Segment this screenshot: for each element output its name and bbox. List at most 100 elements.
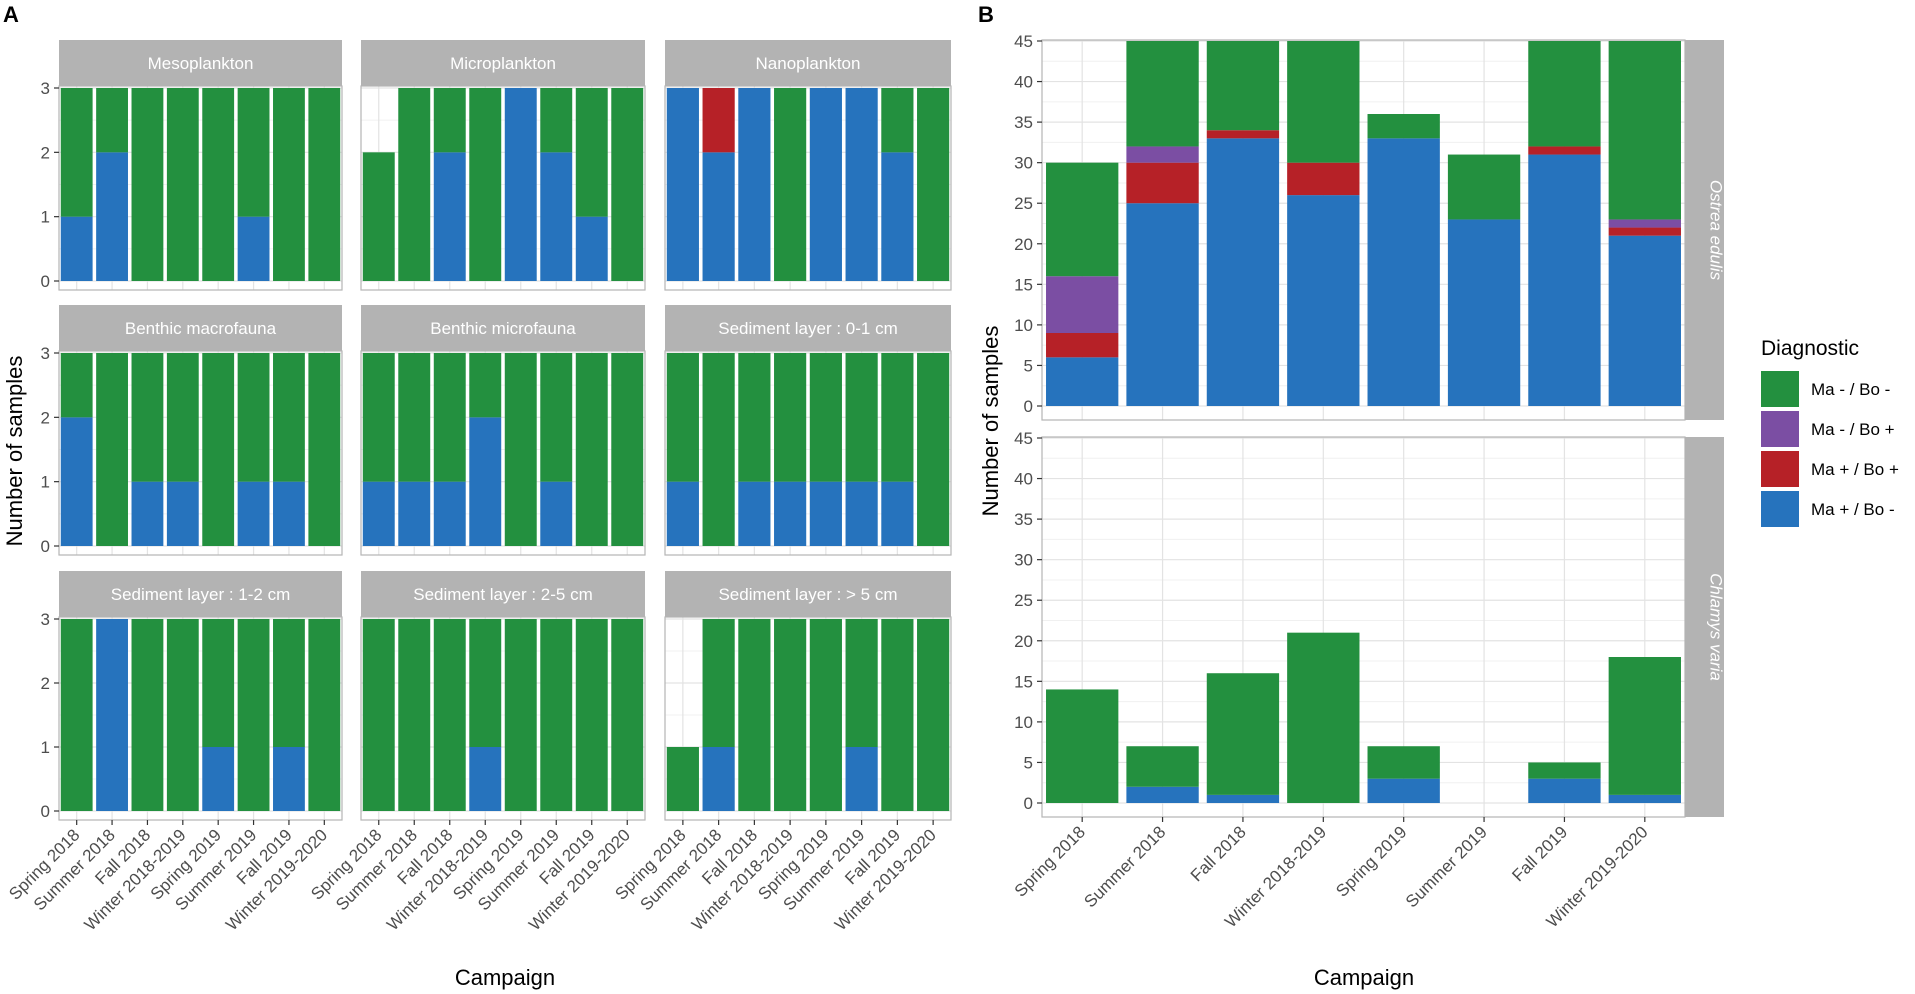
bar-ostrea-edulis-spring-2019-ma-bo [1367, 114, 1440, 139]
bar-sediment-layer-0-1-cm-spring-2018-ma-bo [666, 481, 699, 546]
bar-sediment-layer-5-cm-winter-2018-2019-ma-bo [774, 619, 807, 811]
bar-ostrea-edulis-spring-2019-ma-bo [1367, 138, 1440, 407]
bar-ostrea-edulis-winter-2018-2019-ma-bo [1287, 195, 1360, 406]
bar-microplankton-spring-2018-ma-bo [362, 152, 395, 281]
bar-sediment-layer-0-1-cm-fall-2019-ma-bo [881, 353, 914, 482]
bar-sediment-layer-5-cm-summer-2019-ma-bo [845, 747, 878, 811]
facet-sediment-layer-0-1-cm: Sediment layer : 0-1 cm [664, 305, 952, 556]
bar-ostrea-edulis-summer-2018-ma-bo [1126, 162, 1199, 204]
legend-swatch-ma-pos-bo-pos [1761, 451, 1799, 487]
bar-mesoplankton-spring-2019-ma-bo [202, 88, 235, 281]
bar-sediment-layer-1-2-cm-spring-2018-ma-bo [60, 619, 93, 811]
bar-sediment-layer-1-2-cm-spring-2019-ma-bo [202, 619, 235, 747]
bar-ostrea-edulis-fall-2019-ma-bo [1528, 154, 1601, 406]
legend-label-ma-neg-bo-neg: Ma - / Bo - [1811, 380, 1890, 399]
y-tick-label: 3 [41, 610, 50, 629]
bar-benthic-macrofauna-summer-2018-ma-bo [96, 353, 128, 546]
bar-microplankton-fall-2019-ma-bo [575, 216, 608, 281]
bar-benthic-microfauna-spring-2018-ma-bo [362, 481, 395, 546]
bar-ostrea-edulis-spring-2018-ma-bo [1046, 333, 1119, 358]
bar-sediment-layer-2-5-cm-fall-2018-ma-bo [433, 619, 466, 811]
bar-ostrea-edulis-winter-2019-2020-ma-bo [1608, 219, 1681, 228]
facet-strip-label: Sediment layer : 2-5 cm [413, 585, 593, 604]
x-tick-label: Spring 2019 [1332, 822, 1410, 900]
bar-sediment-layer-5-cm-winter-2019-2020-ma-bo [917, 619, 950, 811]
y-tick-label: 3 [41, 79, 50, 98]
bar-chlamys-varia-spring-2019-ma-bo [1367, 746, 1440, 779]
facet-benthic-microfauna: Benthic microfauna [360, 305, 646, 556]
bar-benthic-microfauna-winter-2018-2019-ma-bo [469, 353, 502, 418]
facet-chlamys-varia: Chlamys varia 0 5 10 15 20 25 30 35 40 45 Spring 20… [1011, 429, 1726, 931]
bar-chlamys-varia-spring-2019-ma-bo [1367, 778, 1440, 803]
y-tick-label: 2 [41, 143, 50, 162]
facet-strip [1685, 40, 1724, 420]
y-tick-label: 40 [1014, 73, 1033, 92]
facet-ostrea-edulis: Ostrea edulis 0 5 10 15 20 25 30 35 40 45 [1014, 32, 1726, 421]
bar-benthic-macrofauna-fall-2018-ma-bo [131, 353, 164, 482]
bar-nanoplankton-spring-2018-ma-bo [666, 88, 699, 281]
legend-swatch-ma-neg-bo-pos [1761, 411, 1799, 447]
y-tick-label: 5 [1024, 753, 1033, 772]
bar-ostrea-edulis-winter-2019-2020-ma-bo [1608, 41, 1681, 220]
bar-nanoplankton-summer-2018-ma-bo [702, 152, 735, 281]
y-tick-label: 10 [1014, 713, 1033, 732]
bar-sediment-layer-1-2-cm-winter-2019-2020-ma-bo [308, 619, 341, 811]
facet-strip [59, 40, 342, 86]
bar-sediment-layer-2-5-cm-summer-2018-ma-bo [398, 619, 431, 811]
bar-chlamys-varia-winter-2018-2019-ma-bo [1287, 632, 1360, 803]
bar-sediment-layer-1-2-cm-fall-2018-ma-bo [131, 619, 164, 811]
bar-sediment-layer-5-cm-fall-2019-ma-bo [881, 619, 914, 811]
facet-strip [665, 305, 951, 351]
bar-nanoplankton-fall-2018-ma-bo [738, 88, 771, 281]
facet-strip-label: Sediment layer : 1-2 cm [111, 585, 291, 604]
panel-b-y-axis-title: Number of samples [978, 326, 1003, 517]
bar-sediment-layer-0-1-cm-spring-2019-ma-bo [809, 481, 842, 546]
facet-strip-label: Ostrea edulis [1707, 180, 1726, 281]
facet-strip [665, 40, 951, 86]
legend-label-ma-pos-bo-pos: Ma + / Bo + [1811, 460, 1899, 479]
bar-benthic-microfauna-summer-2019-ma-bo [540, 353, 573, 482]
bar-nanoplankton-winter-2018-2019-ma-bo [774, 88, 807, 281]
bar-mesoplankton-summer-2018-ma-bo [96, 152, 128, 281]
bar-nanoplankton-spring-2019-ma-bo [809, 88, 842, 281]
bar-nanoplankton-winter-2019-2020-ma-bo [917, 88, 950, 281]
facet-strip-label: Benthic microfauna [430, 319, 576, 338]
bar-sediment-layer-1-2-cm-fall-2019-ma-bo [273, 619, 305, 747]
legend: Diagnostic Ma - / Bo - Ma - / Bo + Ma + … [1761, 337, 1899, 527]
x-tick-label: Fall 2018 [1187, 822, 1250, 885]
bar-microplankton-summer-2019-ma-bo [540, 88, 573, 153]
bar-mesoplankton-winter-2019-2020-ma-bo [308, 88, 341, 281]
bar-sediment-layer-0-1-cm-spring-2019-ma-bo [809, 353, 842, 482]
bar-chlamys-varia-fall-2019-ma-bo [1528, 778, 1601, 803]
bar-chlamys-varia-fall-2019-ma-bo [1528, 762, 1601, 779]
bar-ostrea-edulis-winter-2019-2020-ma-bo [1608, 227, 1681, 236]
y-tick-label: 30 [1014, 154, 1033, 173]
bar-mesoplankton-spring-2018-ma-bo [60, 216, 93, 281]
facet-strip [59, 305, 342, 351]
facet-strip-label: Chlamys varia [1707, 573, 1726, 681]
bar-nanoplankton-fall-2019-ma-bo [881, 88, 914, 153]
y-tick-label: 25 [1014, 591, 1033, 610]
bar-chlamys-varia-fall-2018-ma-bo [1206, 794, 1280, 803]
y-tick-label: 20 [1014, 235, 1033, 254]
bar-benthic-macrofauna-summer-2019-ma-bo [237, 481, 270, 546]
x-tick-label: Fall 2019 [1508, 822, 1571, 885]
bar-mesoplankton-summer-2018-ma-bo [96, 88, 128, 153]
y-tick-label: 25 [1014, 194, 1033, 213]
facet-strip-label: Benthic macrofauna [125, 319, 277, 338]
bar-sediment-layer-2-5-cm-winter-2018-2019-ma-bo [469, 619, 502, 747]
bar-sediment-layer-0-1-cm-spring-2018-ma-bo [666, 353, 699, 482]
bar-microplankton-fall-2019-ma-bo [575, 88, 608, 217]
facet-strip [665, 571, 951, 617]
bar-benthic-macrofauna-winter-2018-2019-ma-bo [166, 353, 199, 482]
bar-sediment-layer-0-1-cm-summer-2018-ma-bo [702, 353, 735, 546]
y-tick-label: 10 [1014, 316, 1033, 335]
bar-benthic-microfauna-winter-2019-2020-ma-bo [611, 353, 644, 546]
bar-sediment-layer-2-5-cm-spring-2018-ma-bo [362, 619, 395, 811]
panel-a-plot: Mesoplankton 0 1 2 3 Microplankton Nanoplankto… [5, 40, 952, 934]
bar-nanoplankton-fall-2019-ma-bo [881, 152, 914, 281]
